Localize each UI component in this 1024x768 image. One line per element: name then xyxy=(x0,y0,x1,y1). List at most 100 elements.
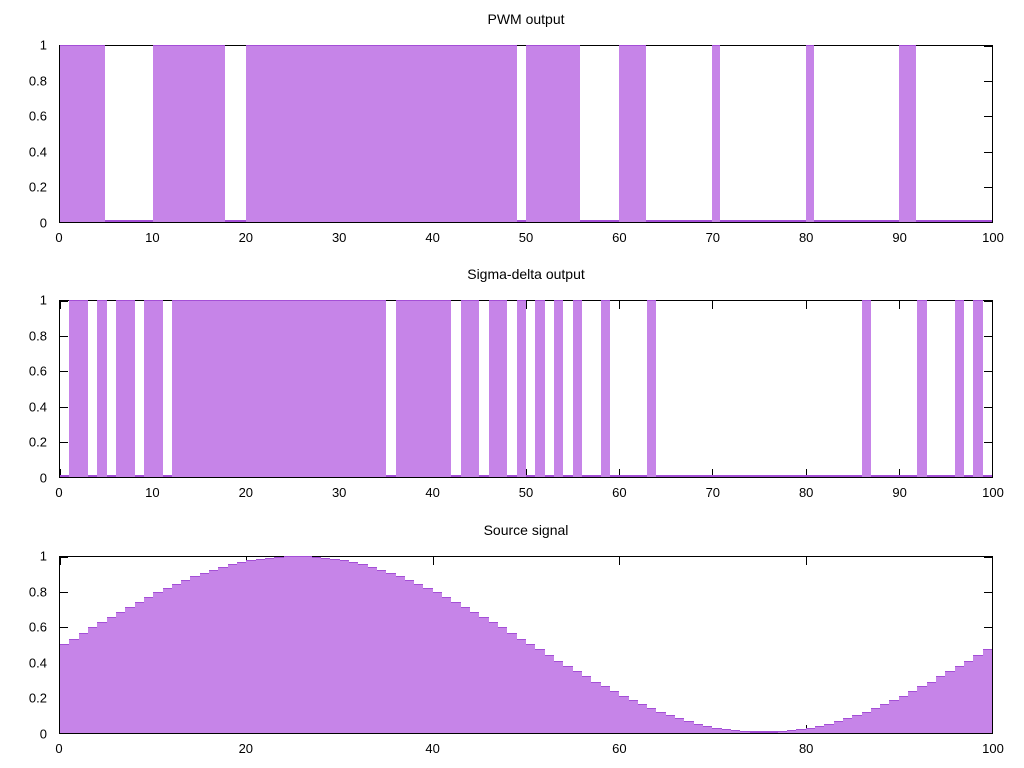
sigma-delta-bar xyxy=(143,300,163,477)
source-bar xyxy=(833,721,843,733)
y-tick-mark xyxy=(60,557,68,558)
x-tick-mark xyxy=(805,469,807,477)
source-bar xyxy=(376,569,387,733)
x-tick-label: 50 xyxy=(518,485,534,500)
source-bar xyxy=(731,730,741,733)
y-tick-mark xyxy=(984,592,992,594)
source-bar xyxy=(199,572,210,733)
source-bar xyxy=(880,704,890,733)
sigma-delta-bar xyxy=(460,300,480,477)
y-tick-label: 0.4 xyxy=(28,144,47,160)
x-tick-mark xyxy=(619,301,621,309)
y-tick-label: 1 xyxy=(39,37,47,53)
x-tick-label: 10 xyxy=(145,230,160,245)
source-bar xyxy=(693,723,704,733)
source-bar xyxy=(60,644,70,733)
y-tick-label: 0 xyxy=(39,215,47,231)
source-bar xyxy=(516,638,526,733)
source-bar xyxy=(544,655,554,733)
source-bar xyxy=(246,560,256,733)
pwm-bar xyxy=(898,45,916,222)
source-bar xyxy=(786,730,797,733)
x-tick-mark xyxy=(60,469,61,477)
sigma-delta-bar xyxy=(553,300,564,477)
source-bar xyxy=(302,556,312,733)
x-tick-label: 100 xyxy=(982,230,1004,245)
x-tick-label: 80 xyxy=(798,485,814,500)
source-bar xyxy=(926,681,937,733)
source-bar xyxy=(255,558,266,733)
pwm-bar xyxy=(526,45,581,222)
y-tick-label: 0.2 xyxy=(28,434,47,450)
x-tick-mark xyxy=(712,301,714,309)
sigma-delta-bar xyxy=(69,300,88,477)
y-tick-mark xyxy=(60,441,68,443)
y-tick-mark xyxy=(984,46,992,47)
source-bar xyxy=(227,564,238,733)
source-bar xyxy=(451,601,461,733)
x-tick-label: 80 xyxy=(798,741,814,756)
source-bar xyxy=(265,557,275,733)
source-bar xyxy=(283,556,293,733)
y-tick-mark xyxy=(984,441,992,443)
y-tick-mark xyxy=(984,371,992,373)
source-bar xyxy=(162,587,172,733)
x-tick-mark xyxy=(992,557,993,565)
x-tick-label: 0 xyxy=(55,741,63,756)
source-bar xyxy=(535,649,545,733)
x-tick-mark xyxy=(619,469,621,477)
source-bar xyxy=(675,718,685,733)
source-bar xyxy=(703,725,713,733)
source-bar xyxy=(181,579,191,733)
y-axis-labels-source: 0 0.2 0.4 0.6 0.8 1 xyxy=(0,549,47,742)
source-bar xyxy=(386,572,396,733)
y-tick-label: 0.6 xyxy=(28,108,47,124)
source-bar xyxy=(600,686,610,733)
source-bar xyxy=(218,566,228,733)
source-bar xyxy=(209,569,219,733)
y-tick-label: 0.8 xyxy=(28,73,47,89)
y-axis-labels-pwm: 0 0.2 0.4 0.6 0.8 1 xyxy=(0,38,47,231)
source-bar xyxy=(404,579,415,733)
source-bar xyxy=(759,732,769,733)
x-tick-label: 20 xyxy=(238,485,254,500)
x-tick-mark xyxy=(805,557,807,565)
x-tick-label: 70 xyxy=(705,485,721,500)
source-bar xyxy=(115,611,126,733)
y-tick-mark xyxy=(984,336,992,338)
source-bar xyxy=(339,560,349,733)
sigma-delta-bar xyxy=(572,300,582,477)
source-bar xyxy=(684,721,694,733)
x-axis-labels-pwm: 0 10 20 30 40 50 60 70 80 90 100 xyxy=(55,230,1003,246)
source-bar xyxy=(488,622,499,733)
pwm-bar xyxy=(246,45,517,222)
source-bar xyxy=(432,592,443,733)
y-tick-mark xyxy=(60,592,68,594)
source-bar xyxy=(479,616,489,733)
source-bar xyxy=(143,596,154,733)
x-tick-label: 0 xyxy=(55,230,63,245)
source-bar xyxy=(293,556,303,733)
sigma-delta-bar xyxy=(647,300,657,477)
source-bar xyxy=(414,583,424,733)
source-bar xyxy=(153,592,163,733)
sigma-delta-bar xyxy=(861,300,871,477)
y-tick-label: 0.8 xyxy=(28,328,47,344)
source-bar xyxy=(637,704,648,733)
source-bar xyxy=(106,616,116,733)
x-axis-labels-sigma-delta: 0 10 20 30 40 50 60 70 80 90 100 xyxy=(55,485,1003,501)
sigma-delta-bar xyxy=(917,300,927,477)
x-tick-mark xyxy=(898,301,900,309)
source-bar xyxy=(274,556,284,733)
source-bar xyxy=(237,562,247,733)
plot-area-pwm xyxy=(59,45,993,223)
x-tick-label: 10 xyxy=(145,485,160,500)
pwm-bar xyxy=(619,45,647,222)
x-tick-mark xyxy=(992,469,993,477)
source-bar xyxy=(712,727,722,733)
source-bar xyxy=(581,676,592,733)
source-bar xyxy=(870,708,881,733)
y-tick-label: 0 xyxy=(39,726,47,742)
y-tick-mark xyxy=(60,301,68,302)
source-bar xyxy=(721,729,732,733)
